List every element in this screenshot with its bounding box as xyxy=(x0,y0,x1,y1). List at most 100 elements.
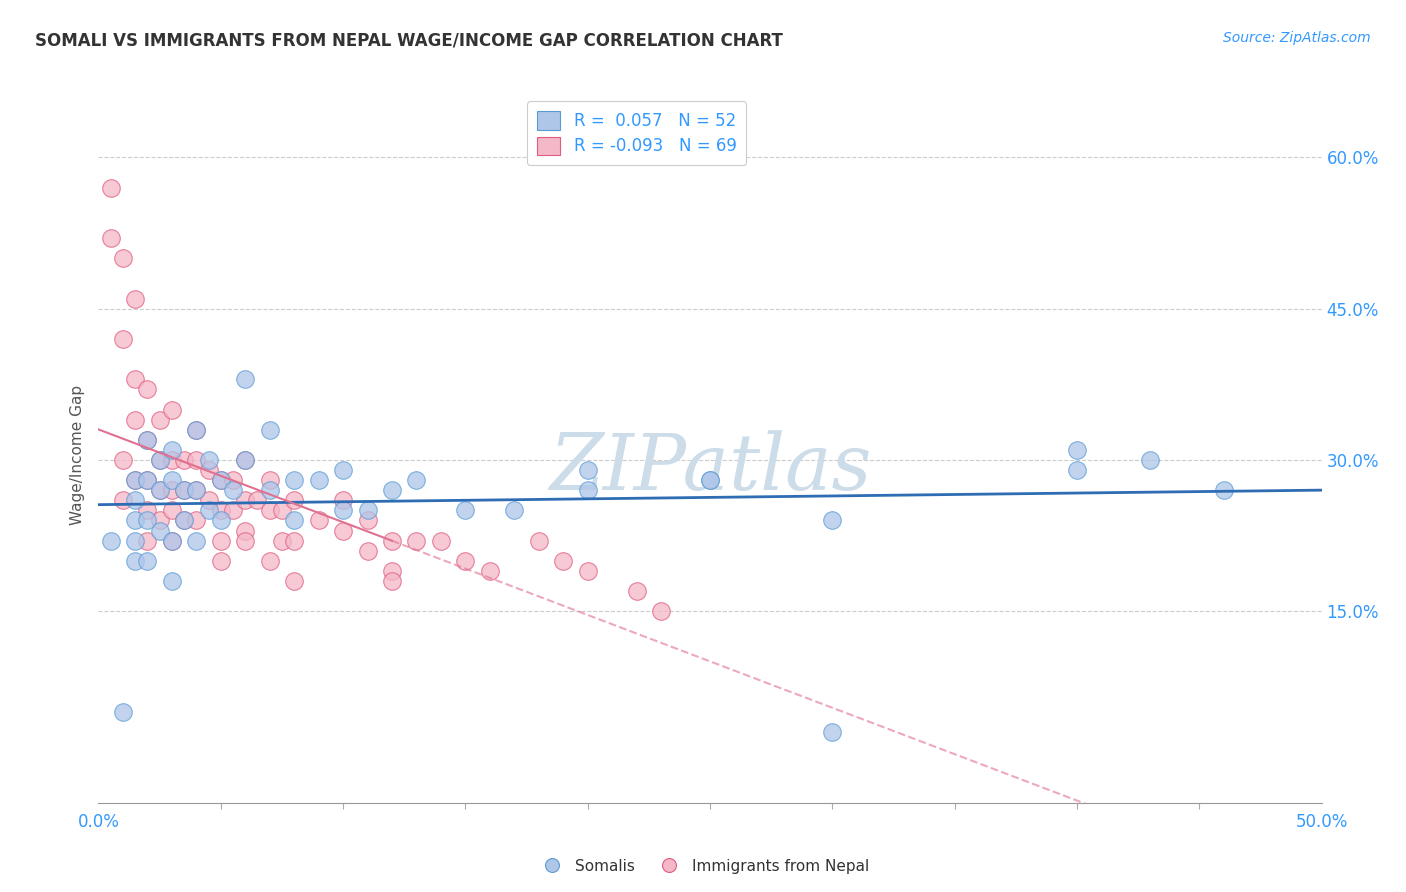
Point xyxy=(332,493,354,508)
Point xyxy=(136,503,159,517)
Point xyxy=(1066,442,1088,457)
Point xyxy=(149,524,172,538)
Point xyxy=(233,524,256,538)
Point xyxy=(136,473,159,487)
Point xyxy=(576,483,599,498)
Point xyxy=(136,554,159,568)
Point xyxy=(430,533,453,548)
Point xyxy=(136,433,159,447)
Point xyxy=(381,483,404,498)
Point xyxy=(186,453,208,467)
Point xyxy=(111,493,134,508)
Point xyxy=(197,453,219,467)
Point xyxy=(124,554,146,568)
Point xyxy=(160,453,183,467)
Point xyxy=(111,252,134,266)
Point xyxy=(222,503,245,517)
Point xyxy=(527,533,550,548)
Point xyxy=(160,402,183,417)
Point xyxy=(173,453,195,467)
Point xyxy=(197,493,219,508)
Point xyxy=(405,533,427,548)
Point xyxy=(821,513,844,527)
Point xyxy=(160,442,183,457)
Point xyxy=(160,473,183,487)
Point xyxy=(173,513,195,527)
Point xyxy=(332,463,354,477)
Point xyxy=(100,533,122,548)
Point xyxy=(259,554,281,568)
Point xyxy=(381,533,404,548)
Point xyxy=(209,503,232,517)
Point xyxy=(149,412,172,426)
Point xyxy=(1139,453,1161,467)
Point xyxy=(173,483,195,498)
Point xyxy=(283,493,305,508)
Point xyxy=(222,473,245,487)
Point xyxy=(308,473,330,487)
Point xyxy=(405,473,427,487)
Point xyxy=(186,513,208,527)
Text: Source: ZipAtlas.com: Source: ZipAtlas.com xyxy=(1223,31,1371,45)
Point xyxy=(160,503,183,517)
Point xyxy=(100,231,122,245)
Point xyxy=(149,483,172,498)
Point xyxy=(356,503,378,517)
Point xyxy=(124,533,146,548)
Point xyxy=(332,503,354,517)
Point xyxy=(186,423,208,437)
Point xyxy=(233,453,256,467)
Point xyxy=(124,473,146,487)
Point xyxy=(136,473,159,487)
Point xyxy=(173,483,195,498)
Legend: R =  0.057   N = 52, R = -0.093   N = 69: R = 0.057 N = 52, R = -0.093 N = 69 xyxy=(527,102,747,165)
Point xyxy=(160,533,183,548)
Point xyxy=(149,513,172,527)
Point xyxy=(111,705,134,719)
Point xyxy=(478,564,501,578)
Point xyxy=(136,433,159,447)
Point xyxy=(356,543,378,558)
Point xyxy=(246,493,269,508)
Point xyxy=(173,513,195,527)
Point xyxy=(186,533,208,548)
Point xyxy=(124,493,146,508)
Point xyxy=(160,574,183,588)
Point xyxy=(233,372,256,386)
Point xyxy=(186,423,208,437)
Point xyxy=(576,564,599,578)
Point xyxy=(503,503,526,517)
Legend: Somalis, Immigrants from Nepal: Somalis, Immigrants from Nepal xyxy=(531,853,875,880)
Point xyxy=(160,533,183,548)
Point xyxy=(233,453,256,467)
Point xyxy=(356,513,378,527)
Point xyxy=(111,453,134,467)
Point xyxy=(308,513,330,527)
Point xyxy=(209,533,232,548)
Y-axis label: Wage/Income Gap: Wage/Income Gap xyxy=(70,384,86,525)
Point xyxy=(626,584,648,599)
Point xyxy=(124,412,146,426)
Point xyxy=(222,483,245,498)
Point xyxy=(283,473,305,487)
Point xyxy=(209,473,232,487)
Point xyxy=(197,463,219,477)
Point xyxy=(197,503,219,517)
Point xyxy=(136,513,159,527)
Point xyxy=(186,483,208,498)
Point xyxy=(233,533,256,548)
Point xyxy=(149,453,172,467)
Point xyxy=(259,473,281,487)
Point xyxy=(270,533,294,548)
Point xyxy=(209,473,232,487)
Point xyxy=(381,574,404,588)
Point xyxy=(454,503,477,517)
Point xyxy=(699,473,721,487)
Point xyxy=(332,524,354,538)
Point xyxy=(136,533,159,548)
Point xyxy=(100,180,122,194)
Point xyxy=(186,483,208,498)
Point xyxy=(454,554,477,568)
Text: ZIPatlas: ZIPatlas xyxy=(548,431,872,507)
Point xyxy=(124,372,146,386)
